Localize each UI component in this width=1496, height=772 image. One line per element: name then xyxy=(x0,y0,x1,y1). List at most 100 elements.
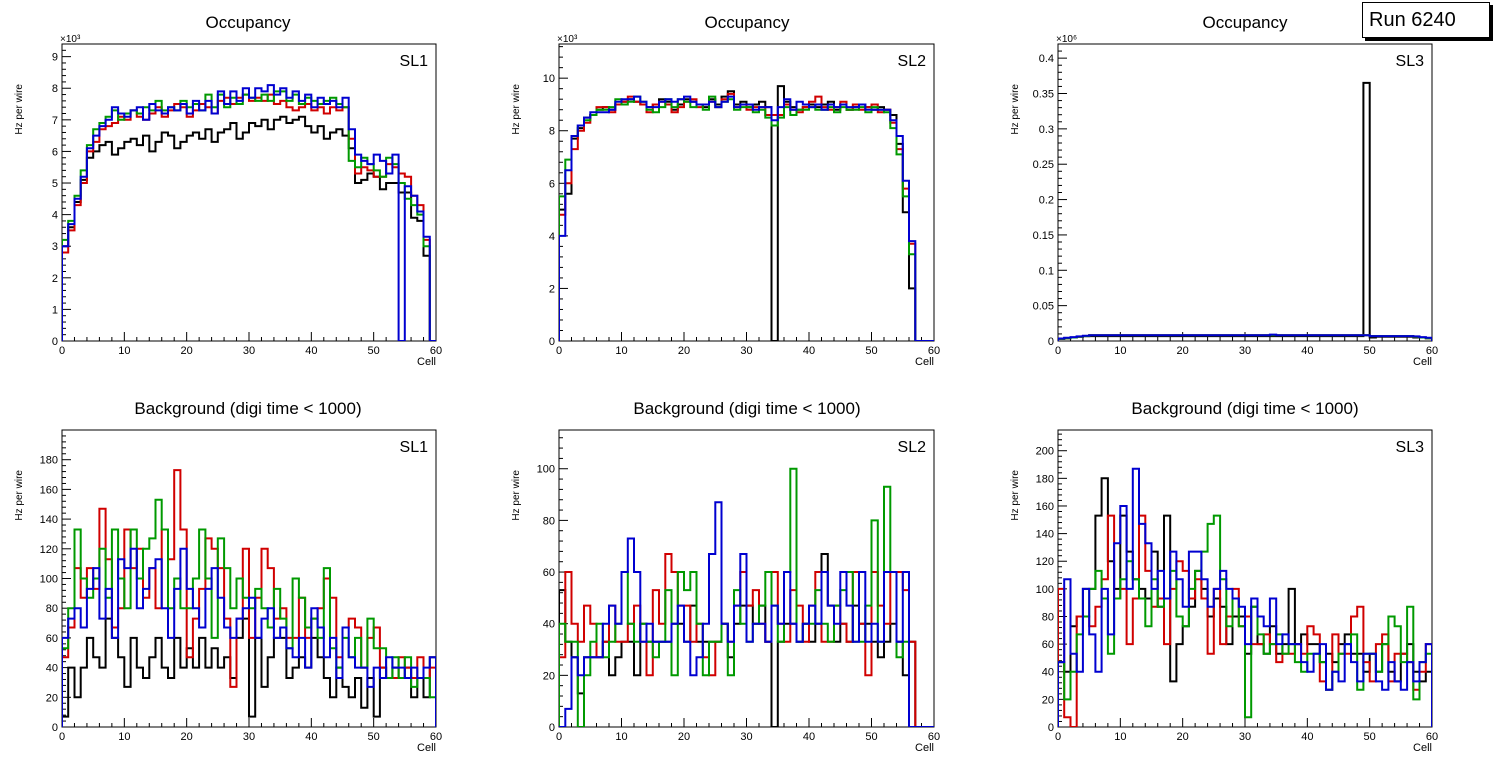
chart-title: Background (digi time < 1000) xyxy=(1131,399,1358,418)
chart-title: Occupancy xyxy=(205,13,291,32)
x-tick-label: 0 xyxy=(59,345,65,357)
plot-frame xyxy=(558,43,935,342)
x-axis-label: Cell xyxy=(1413,356,1432,368)
x-tick-label: 60 xyxy=(1426,345,1438,357)
x-tick-label: 20 xyxy=(1177,345,1189,357)
chart-panel-4: Background (digi time < 1000) SL1 Hz per w… xyxy=(14,399,442,754)
x-tick-label: 30 xyxy=(740,345,752,357)
y-tick-label: 140 xyxy=(1036,529,1054,541)
superlayer-label: SL1 xyxy=(400,439,429,456)
y-axis-label: Hz per wire xyxy=(511,470,522,521)
y-tick-label: 100 xyxy=(40,574,58,586)
x-tick-label: 50 xyxy=(865,731,877,743)
y-tick-label: 20 xyxy=(543,670,555,682)
y-axis-label: Hz per wire xyxy=(1010,84,1021,135)
y-tick-label: 7 xyxy=(52,115,58,127)
y-tick-label: 4 xyxy=(549,231,555,243)
y-tick-label: 10 xyxy=(543,73,555,85)
x-tick-label: 50 xyxy=(368,731,380,743)
x-tick-label: 20 xyxy=(678,345,690,357)
y-axis-label: Hz per wire xyxy=(14,84,25,135)
y-tick-label: 120 xyxy=(40,544,58,556)
y-tick-label: 0.4 xyxy=(1039,53,1054,65)
chart-title: Occupancy xyxy=(1202,13,1288,32)
x-tick-label: 10 xyxy=(1114,731,1126,743)
y-exponent: ×10⁶ xyxy=(1056,34,1077,45)
x-tick-label: 30 xyxy=(243,345,255,357)
chart-panel-3: Occupancy SL3 ×10⁶ Hz per wire Cell 0 10 20 30 40… xyxy=(1010,13,1438,368)
y-tick-label: 1 xyxy=(52,304,58,316)
superlayer-label: SL3 xyxy=(1396,53,1425,70)
y-axis-label: Hz per wire xyxy=(14,470,25,521)
series-group xyxy=(559,467,934,727)
x-tick-label: 20 xyxy=(1177,731,1189,743)
series-group xyxy=(559,85,934,341)
y-tick-label: 6 xyxy=(52,146,58,158)
series-black xyxy=(559,85,934,341)
y-tick-label: 80 xyxy=(543,515,555,527)
y-tick-label: 60 xyxy=(46,633,58,645)
y-tick-label: 0.15 xyxy=(1033,230,1054,242)
y-axis-label: Hz per wire xyxy=(511,84,522,135)
y-tick-label: 5 xyxy=(52,178,58,190)
y-tick-label: 100 xyxy=(537,464,555,476)
x-tick-label: 50 xyxy=(865,345,877,357)
y-tick-label: 8 xyxy=(52,83,58,95)
x-tick-label: 20 xyxy=(181,731,193,743)
series-blue xyxy=(62,84,436,341)
x-tick-label: 50 xyxy=(368,345,380,357)
x-tick-label: 50 xyxy=(1364,731,1376,743)
series-group xyxy=(1058,81,1432,341)
y-tick-label: 20 xyxy=(1042,694,1054,706)
y-tick-label: 0.1 xyxy=(1039,265,1054,277)
x-tick-label: 40 xyxy=(305,345,317,357)
y-tick-label: 6 xyxy=(549,178,555,190)
x-axis-label: Cell xyxy=(417,742,436,754)
y-exponent: ×10³ xyxy=(557,34,578,45)
series-red xyxy=(559,92,934,341)
x-axis-label: Cell xyxy=(417,356,436,368)
x-tick-label: 60 xyxy=(928,345,940,357)
y-tick-label: 160 xyxy=(40,484,58,496)
x-tick-label: 40 xyxy=(305,731,317,743)
series-blue xyxy=(559,501,934,727)
y-tick-label: 4 xyxy=(52,210,58,222)
y-tick-label: 140 xyxy=(40,514,58,526)
x-tick-label: 60 xyxy=(1426,731,1438,743)
y-tick-label: 40 xyxy=(1042,667,1054,679)
y-tick-label: 160 xyxy=(1036,501,1054,513)
y-tick-label: 0.3 xyxy=(1039,124,1054,136)
x-tick-label: 40 xyxy=(803,731,815,743)
x-axis-label: Cell xyxy=(915,356,934,368)
y-tick-label: 0 xyxy=(549,722,555,734)
x-tick-label: 10 xyxy=(615,345,627,357)
y-tick-label: 8 xyxy=(549,126,555,138)
y-tick-label: 120 xyxy=(1036,556,1054,568)
x-tick-label: 10 xyxy=(1114,345,1126,357)
superlayer-label: SL1 xyxy=(400,53,429,70)
x-tick-label: 10 xyxy=(615,731,627,743)
x-tick-label: 40 xyxy=(1301,731,1313,743)
x-tick-label: 30 xyxy=(243,731,255,743)
x-tick-label: 0 xyxy=(1055,731,1061,743)
x-tick-label: 0 xyxy=(556,345,562,357)
x-tick-label: 40 xyxy=(803,345,815,357)
chart-title: Background (digi time < 1000) xyxy=(134,399,361,418)
y-tick-label: 60 xyxy=(1042,639,1054,651)
y-tick-label: 0 xyxy=(52,722,58,734)
y-tick-label: 180 xyxy=(1036,473,1054,485)
x-tick-label: 60 xyxy=(928,731,940,743)
series-group xyxy=(62,84,436,341)
y-axis-label: Hz per wire xyxy=(1010,470,1021,521)
y-tick-label: 0 xyxy=(1048,336,1054,348)
x-tick-label: 40 xyxy=(1301,345,1313,357)
y-tick-label: 40 xyxy=(46,663,58,675)
y-tick-label: 20 xyxy=(46,692,58,704)
x-tick-label: 0 xyxy=(59,731,65,743)
chart-title: Background (digi time < 1000) xyxy=(633,399,860,418)
plot-frame xyxy=(1057,43,1433,342)
x-tick-label: 60 xyxy=(430,345,442,357)
